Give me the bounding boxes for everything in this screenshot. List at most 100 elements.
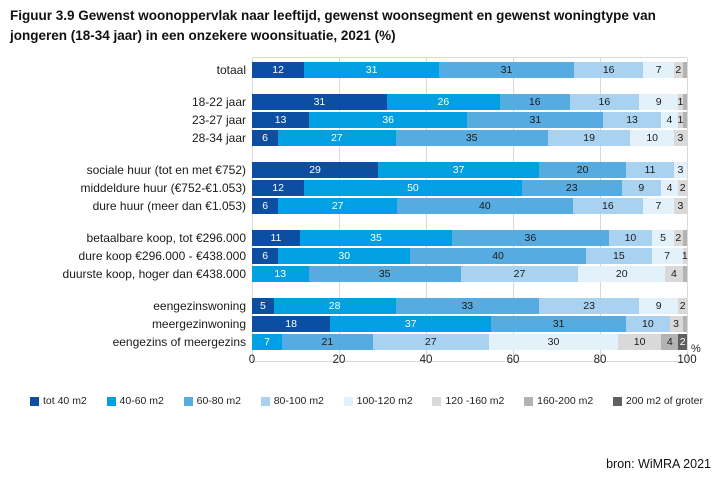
bar-segment: 3	[673, 162, 687, 178]
bar-segment: 27	[278, 130, 396, 146]
bar-row: duurste koop, hoger dan €438.000 13 35 27 20…	[0, 266, 723, 282]
segment-value-label: 35	[465, 132, 478, 144]
bar-segment: 1	[681, 248, 688, 264]
bar-segment: 31	[252, 94, 387, 110]
bar-segment: 16	[572, 198, 644, 214]
bar-segment: 27	[460, 266, 579, 282]
bar-segment: 3	[669, 316, 683, 332]
segment-value-label: 16	[598, 96, 611, 108]
bar: 13 36 31 13 4 1	[252, 112, 687, 128]
category-label: dure koop €296.000 - €438.000	[78, 249, 246, 263]
bar-segment: 3	[673, 198, 687, 214]
bar-row: dure koop €296.000 - €438.000 6 30 40 15 7 1	[0, 248, 723, 264]
segment-value-label: 1	[681, 250, 688, 262]
bar-segment: 28	[273, 298, 396, 314]
bar-segment: 23	[521, 180, 622, 196]
bar-segment: 9	[639, 94, 679, 110]
bar-segment: 26	[386, 94, 500, 110]
legend-swatch	[343, 396, 353, 406]
bar-segment: 1	[677, 112, 684, 128]
segment-value-label: 7	[655, 64, 662, 76]
segment-value-label: 1	[677, 114, 684, 126]
bar-segment	[682, 94, 687, 110]
percent-unit-label: %	[691, 343, 701, 355]
segment-value-label: 27	[513, 268, 526, 280]
category-label: duurste koop, hoger dan €438.000	[62, 267, 246, 281]
segment-value-label: 18	[285, 318, 297, 330]
bar: 12 50 23 9 4 2	[252, 180, 687, 196]
segment-value-label: 12	[272, 182, 284, 194]
segment-value-label: 27	[424, 336, 437, 348]
segment-value-label: 16	[602, 64, 615, 76]
bar-segment: 31	[467, 112, 604, 128]
bar-segment: 27	[278, 198, 397, 214]
segment-value-label: 23	[583, 300, 595, 312]
segment-value-label: 13	[274, 114, 287, 126]
segment-value-label: 31	[552, 318, 565, 330]
legend-swatch	[524, 396, 534, 406]
segment-value-label: 50	[407, 182, 419, 194]
bar-segment: 2	[678, 298, 687, 314]
segment-value-label: 31	[313, 96, 326, 108]
segment-value-label: 26	[437, 96, 450, 108]
bar-segment: 4	[661, 334, 679, 350]
bar-segment: 16	[499, 94, 570, 110]
bar-row: dure huur (meer dan €1.053) 6 27 40 16 7 3	[0, 198, 723, 214]
bar-segment: 12	[252, 62, 305, 78]
legend-item: 60-80 m2	[183, 395, 241, 407]
bar-segment: 2	[678, 180, 687, 196]
segment-value-label: 3	[677, 200, 684, 212]
bar-segment: 31	[439, 62, 574, 78]
bar: 6 27 40 16 7 3	[252, 198, 687, 214]
segment-value-label: 7	[655, 200, 662, 212]
segment-value-label: 1	[677, 96, 684, 108]
bar-segment: 23	[539, 298, 640, 314]
segment-value-label: 4	[666, 182, 673, 194]
bar-segment: 31	[491, 316, 627, 332]
legend-label: 80-100 m2	[273, 395, 324, 407]
bar-segment: 27	[372, 334, 489, 350]
bar: 29 37 20 11 3	[252, 162, 687, 178]
segment-value-label: 40	[492, 250, 504, 262]
bar-rows: totaal 12 31 31 16 7 2 18-22 jaar 31 26 16 16 9 1 23-2…	[0, 62, 723, 350]
category-label: middeldure huur (€752-€1.053)	[80, 181, 246, 195]
bar-segment: 11	[626, 162, 674, 178]
segment-value-label: 31	[365, 64, 378, 76]
segment-value-label: 27	[331, 200, 344, 212]
category-label: 28-34 jaar	[191, 131, 246, 145]
segment-value-label: 6	[262, 200, 269, 212]
legend-item: 160-200 m2	[524, 395, 593, 407]
segment-value-label: 31	[529, 114, 542, 126]
bar-segment: 6	[252, 198, 279, 214]
bar-segment	[682, 316, 687, 332]
bar: 13 35 27 20 4	[252, 266, 687, 282]
bar: 5 28 33 23 9 2	[252, 298, 687, 314]
segment-value-label: 11	[644, 164, 656, 176]
legend-label: 200 m2 of groter	[625, 395, 703, 407]
bar-segment: 16	[569, 94, 640, 110]
bar-segment: 13	[252, 112, 310, 128]
bar: 6 30 40 15 7 1	[252, 248, 688, 264]
source-credit: bron: WiMRA 2021	[606, 457, 711, 471]
bar-segment: 37	[378, 162, 540, 178]
bar: 18 37 31 10 3	[252, 316, 687, 332]
legend-label: 40-60 m2	[119, 395, 164, 407]
legend-item: 40-60 m2	[106, 395, 164, 407]
x-tick-label: 20	[332, 354, 346, 366]
bar-segment: 30	[278, 248, 411, 264]
segment-value-label: 7	[264, 336, 270, 348]
bar-segment: 31	[304, 62, 440, 78]
bar-segment: 36	[452, 230, 609, 246]
category-label: dure huur (meer dan €1.053)	[92, 199, 246, 213]
segment-value-label: 19	[583, 132, 595, 144]
legend-label: tot 40 m2	[43, 395, 87, 407]
segment-value-label: 35	[378, 268, 391, 280]
bar-segment	[682, 62, 687, 78]
category-label: 18-22 jaar	[191, 95, 246, 109]
bar-segment: 18	[252, 316, 331, 332]
bar-segment: 30	[488, 334, 619, 350]
legend-swatch	[30, 396, 39, 406]
bar-segment: 10	[618, 334, 662, 350]
segment-value-label: 10	[641, 318, 654, 330]
segment-value-label: 16	[528, 96, 541, 108]
